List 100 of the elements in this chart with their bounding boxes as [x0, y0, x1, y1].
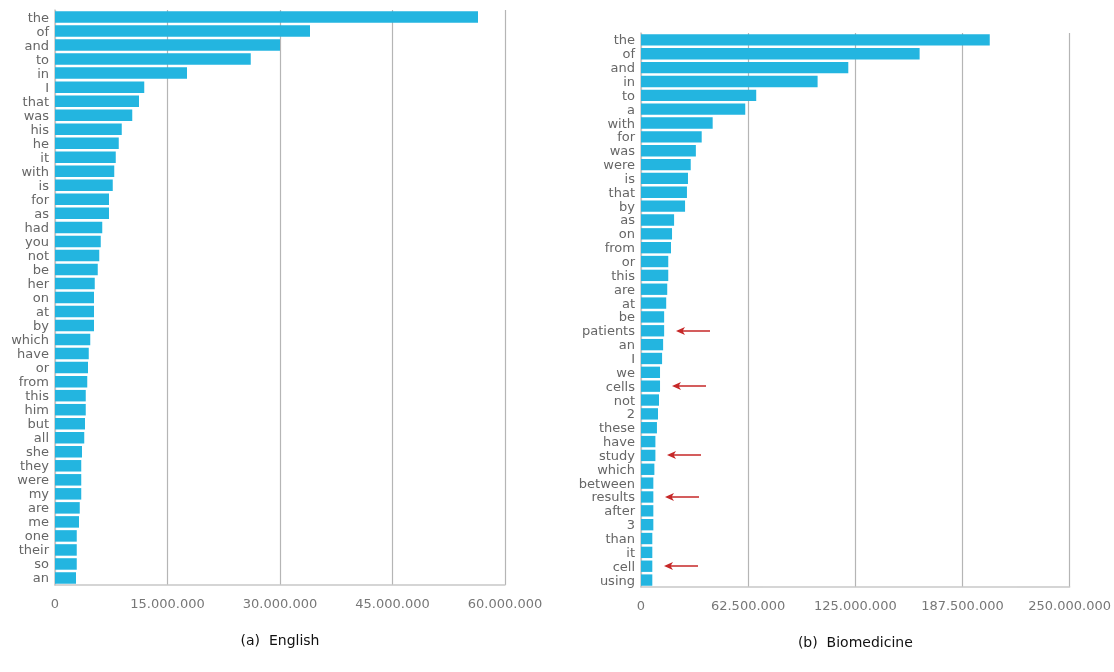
bar — [55, 544, 77, 556]
bar — [55, 25, 310, 37]
bar — [55, 193, 109, 206]
bar — [55, 558, 77, 570]
y-tick-label: have — [603, 434, 635, 450]
y-tick-label: by — [619, 198, 636, 214]
y-tick-label: their — [18, 542, 50, 558]
bar — [641, 228, 673, 240]
y-tick-label: but — [27, 416, 49, 432]
bar — [641, 546, 653, 559]
y-tick-label: that — [608, 184, 635, 200]
x-axis-title: (a) English — [240, 632, 320, 648]
y-tick-label: or — [621, 254, 636, 270]
bar — [641, 560, 653, 572]
bar — [55, 137, 119, 149]
y-tick-label: results — [591, 489, 636, 505]
y-tick-label: it — [40, 149, 49, 165]
bar — [641, 311, 665, 323]
bar — [641, 491, 654, 503]
y-tick-label: his — [30, 121, 50, 137]
y-tick-label: you — [25, 233, 49, 249]
bar — [55, 179, 113, 192]
y-tick-label: by — [33, 318, 50, 334]
x-tick-label: 0 — [50, 596, 60, 611]
y-tick-label: be — [618, 309, 635, 325]
bar — [55, 81, 145, 93]
bar — [641, 242, 672, 254]
y-tick-label: the — [613, 32, 635, 48]
bar — [641, 158, 691, 171]
y-tick-label: had — [24, 219, 49, 235]
y-tick-label: and — [610, 60, 635, 76]
y-tick-label: in — [623, 73, 635, 89]
bar — [641, 75, 818, 88]
bar — [55, 389, 86, 402]
y-tick-label: have — [17, 346, 49, 362]
y-tick-label: are — [27, 500, 49, 516]
bar — [641, 338, 664, 351]
bar — [55, 347, 89, 360]
y-tick-label: is — [38, 177, 50, 193]
y-tick-label: a — [627, 101, 635, 117]
x-tick-label: 45.000.000 — [355, 596, 430, 611]
bar — [55, 446, 82, 458]
bar — [55, 572, 76, 584]
bar — [55, 417, 85, 430]
bar — [55, 151, 116, 164]
bar — [641, 519, 654, 531]
y-tick-label: are — [613, 281, 635, 297]
bar — [641, 103, 746, 115]
bar — [55, 39, 280, 51]
y-tick-label: that — [22, 93, 49, 109]
x-axis-title: (b) Biomedicine — [797, 634, 913, 650]
bar — [641, 186, 687, 198]
y-tick-label: to — [35, 51, 50, 67]
x-tick-label: 0 — [636, 598, 646, 613]
bar — [55, 207, 109, 220]
bar — [55, 277, 95, 290]
x-tick-label: 187.500.000 — [921, 598, 1004, 613]
y-tick-label: 3 — [626, 517, 635, 533]
bar — [55, 333, 91, 346]
y-tick-label: so — [34, 556, 50, 572]
bar — [641, 48, 920, 60]
bar — [55, 67, 187, 79]
y-tick-label: we — [616, 364, 635, 380]
y-tick-label: from — [18, 374, 49, 390]
y-tick-label: it — [626, 544, 635, 560]
y-tick-label: these — [598, 420, 635, 436]
y-tick-label: with — [21, 163, 49, 179]
bar — [55, 474, 82, 486]
x-tick-label: 250.000.000 — [1028, 598, 1112, 613]
bar — [641, 269, 669, 282]
y-tick-label: one — [24, 528, 49, 544]
bar — [641, 255, 669, 268]
bar — [641, 380, 661, 392]
y-tick-label: not — [613, 392, 635, 408]
y-tick-label: which — [11, 332, 49, 348]
y-tick-label: for — [617, 129, 636, 145]
y-tick-label: in — [37, 65, 49, 81]
bar — [641, 172, 688, 185]
bar — [641, 477, 654, 489]
bar — [641, 505, 654, 517]
bar — [641, 214, 675, 226]
bar — [55, 319, 94, 332]
y-tick-label: the — [27, 9, 49, 25]
bar — [55, 235, 101, 248]
y-tick-label: patients — [581, 323, 636, 339]
bar — [55, 109, 133, 121]
bar — [641, 117, 713, 129]
y-tick-label: which — [597, 461, 635, 477]
bar — [641, 449, 656, 462]
y-tick-label: is — [624, 170, 636, 186]
y-tick-label: all — [33, 430, 49, 446]
bar — [641, 200, 686, 212]
x-tick-label: 15.000.000 — [130, 596, 205, 611]
bar — [641, 435, 656, 448]
bar — [55, 403, 86, 416]
y-tick-label: at — [35, 304, 49, 320]
y-tick-label: of — [622, 46, 636, 62]
y-tick-label: her — [27, 275, 50, 291]
bar — [55, 11, 478, 23]
y-tick-label: were — [17, 472, 49, 488]
